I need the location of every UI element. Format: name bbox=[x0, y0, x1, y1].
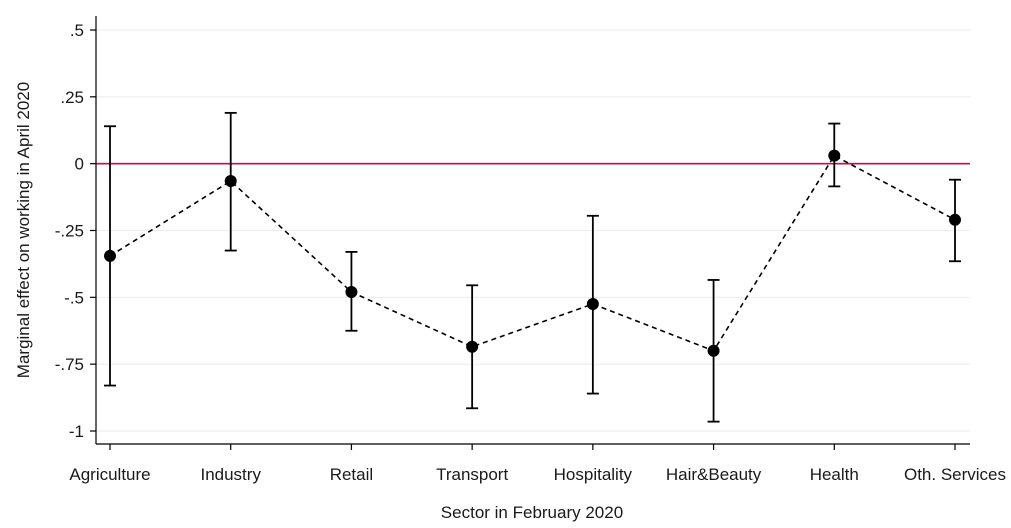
y-tick-label: -.25 bbox=[55, 222, 84, 241]
y-tick-label: .25 bbox=[60, 88, 84, 107]
x-tick-label: Hospitality bbox=[554, 465, 633, 484]
x-tick-label: Oth. Services bbox=[904, 465, 1006, 484]
x-tick-label: Hair&Beauty bbox=[666, 465, 762, 484]
y-axis-title: Marginal effect on working in April 2020 bbox=[14, 82, 33, 378]
x-axis-title: Sector in February 2020 bbox=[441, 503, 623, 522]
y-tick-label: .5 bbox=[70, 21, 84, 40]
grid-layer bbox=[96, 29, 970, 432]
point-estimate bbox=[707, 344, 720, 357]
x-tick-label: Transport bbox=[436, 465, 508, 484]
y-tick-label: -1 bbox=[69, 422, 84, 441]
x-tick-label: Health bbox=[810, 465, 859, 484]
point-estimate bbox=[949, 213, 961, 226]
series-line bbox=[109, 154, 956, 352]
point-estimate bbox=[828, 149, 841, 162]
x-tick-label: Industry bbox=[200, 465, 261, 484]
x-tick-label: Agriculture bbox=[69, 465, 150, 484]
y-tick-label: -.5 bbox=[64, 288, 84, 307]
point-estimate bbox=[466, 340, 479, 353]
y-tick-label: -.75 bbox=[55, 355, 84, 374]
axis-layer: .5 .25 0 -.25 -.5 -.75 -1 Agriculture Industry Re… bbox=[55, 16, 1006, 484]
x-tick-label: Retail bbox=[330, 465, 373, 484]
point-estimate bbox=[345, 285, 358, 298]
point-estimate bbox=[586, 298, 599, 311]
series-layer bbox=[104, 111, 961, 423]
point-estimate bbox=[104, 249, 116, 262]
point-estimate bbox=[224, 175, 237, 188]
y-tick-label: 0 bbox=[75, 155, 84, 174]
